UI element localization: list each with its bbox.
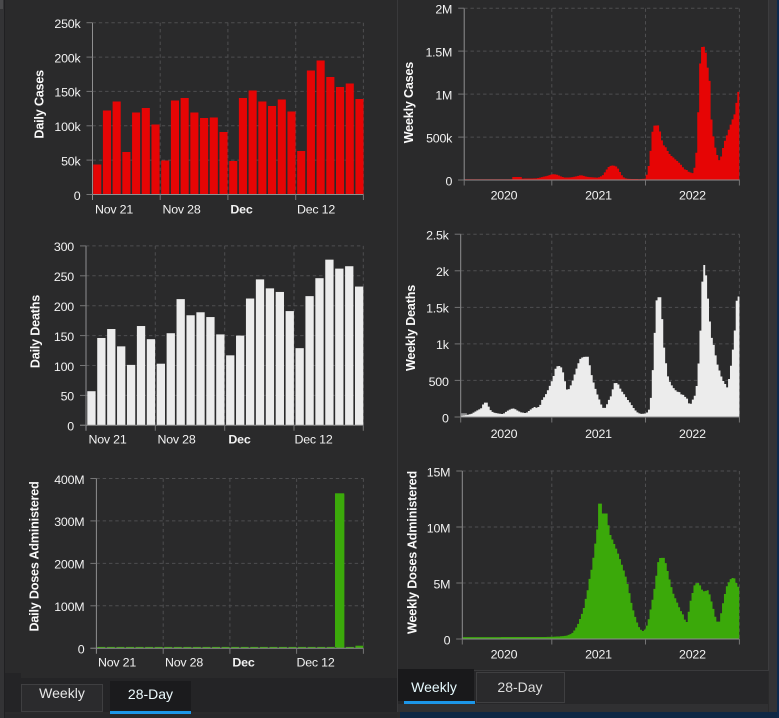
svg-text:300: 300	[54, 240, 74, 254]
svg-text:50k: 50k	[61, 154, 81, 168]
svg-text:Weekly Cases: Weekly Cases	[402, 62, 416, 144]
svg-text:Dec 12: Dec 12	[294, 433, 332, 447]
svg-text:2020: 2020	[491, 648, 518, 662]
svg-text:0: 0	[445, 174, 452, 188]
svg-text:Nov 28: Nov 28	[165, 656, 203, 670]
svg-text:Nov 21: Nov 21	[88, 433, 126, 447]
svg-text:Nov 28: Nov 28	[162, 203, 200, 217]
svg-text:0: 0	[67, 420, 74, 434]
svg-text:5M: 5M	[433, 577, 450, 591]
svg-text:Weekly Doses Administered: Weekly Doses Administered	[405, 471, 419, 634]
svg-text:300M: 300M	[54, 515, 84, 529]
svg-text:Dec 12: Dec 12	[296, 656, 334, 670]
svg-text:1.5M: 1.5M	[425, 45, 452, 59]
svg-text:0: 0	[78, 643, 85, 657]
svg-text:Nov 28: Nov 28	[157, 433, 195, 447]
svg-text:Weekly Deaths: Weekly Deaths	[404, 285, 418, 371]
svg-text:2022: 2022	[679, 427, 706, 441]
svg-text:Nov 21: Nov 21	[98, 656, 136, 670]
svg-text:0: 0	[74, 189, 81, 203]
svg-text:200k: 200k	[54, 51, 81, 65]
svg-text:Dec: Dec	[232, 656, 254, 670]
svg-text:250k: 250k	[54, 17, 81, 31]
svg-text:2022: 2022	[679, 648, 706, 662]
svg-text:Daily Doses Administered: Daily Doses Administered	[28, 481, 42, 631]
svg-text:2M: 2M	[435, 3, 452, 17]
svg-text:500k: 500k	[426, 131, 453, 145]
svg-text:1k: 1k	[436, 338, 450, 352]
svg-text:150k: 150k	[54, 86, 81, 100]
svg-text:0: 0	[442, 411, 449, 425]
svg-text:50: 50	[61, 390, 75, 404]
svg-text:2021: 2021	[585, 188, 612, 202]
svg-text:Dec: Dec	[228, 433, 250, 447]
svg-text:10M: 10M	[427, 521, 451, 535]
svg-text:Nov 21: Nov 21	[95, 203, 133, 217]
svg-text:1M: 1M	[435, 88, 452, 102]
svg-text:100k: 100k	[54, 120, 81, 134]
svg-text:2021: 2021	[585, 648, 612, 662]
svg-text:Dec 12: Dec 12	[297, 203, 335, 217]
svg-text:0: 0	[444, 633, 451, 647]
svg-text:100M: 100M	[54, 600, 84, 614]
svg-text:1.5k: 1.5k	[426, 302, 450, 316]
svg-text:Daily Cases: Daily Cases	[33, 70, 47, 139]
svg-text:250: 250	[54, 270, 74, 284]
svg-text:400M: 400M	[54, 473, 84, 487]
svg-text:2.5k: 2.5k	[426, 229, 450, 243]
svg-text:150: 150	[54, 330, 74, 344]
svg-text:Dec: Dec	[230, 203, 252, 217]
svg-text:15M: 15M	[427, 465, 451, 479]
svg-text:2021: 2021	[585, 427, 612, 441]
svg-text:200: 200	[54, 300, 74, 314]
svg-text:2k: 2k	[436, 265, 450, 279]
svg-text:2022: 2022	[679, 188, 706, 202]
svg-text:2020: 2020	[491, 188, 518, 202]
svg-text:500: 500	[429, 375, 449, 389]
svg-text:2020: 2020	[491, 427, 518, 441]
svg-text:Daily Deaths: Daily Deaths	[29, 295, 43, 368]
svg-text:100: 100	[54, 360, 74, 374]
svg-text:200M: 200M	[54, 558, 84, 572]
